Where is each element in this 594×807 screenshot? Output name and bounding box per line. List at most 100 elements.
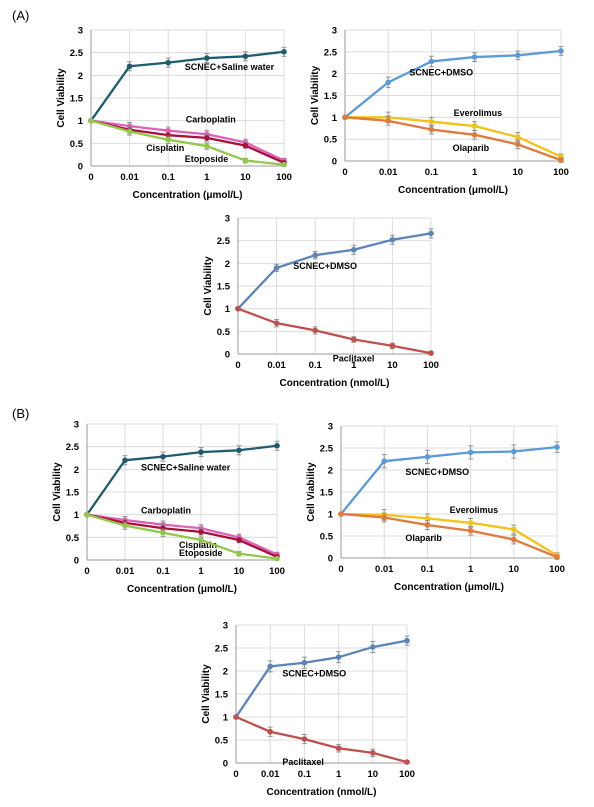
y-tick-label: 0.5 xyxy=(215,736,229,747)
series-label: Olaparib xyxy=(405,533,442,543)
y-tick-label: 2.5 xyxy=(324,47,338,58)
series-label: Etoposide xyxy=(185,154,229,164)
y-tick-label: 1 xyxy=(225,304,231,315)
x-tick-label: 1 xyxy=(468,564,474,575)
data-point xyxy=(233,714,239,720)
x-tick-label: 1 xyxy=(351,360,357,371)
y-tick-label: 2.5 xyxy=(70,48,84,59)
x-tick-label: 100 xyxy=(269,566,285,577)
data-point xyxy=(511,448,517,455)
x-tick-label: 100 xyxy=(276,172,292,183)
y-axis-label: Cell Viability xyxy=(56,68,67,128)
x-tick-label: 10 xyxy=(387,360,398,371)
data-point xyxy=(351,246,357,253)
data-point xyxy=(273,265,280,271)
data-point xyxy=(165,59,171,66)
data-point xyxy=(160,525,166,532)
x-tick-label: 100 xyxy=(549,564,565,575)
data-point xyxy=(281,48,287,55)
series-olaparib: Olaparib xyxy=(342,114,564,163)
y-tick-label: 2.5 xyxy=(217,236,231,247)
x-tick-label: 1 xyxy=(204,172,210,183)
y-tick-label: 0 xyxy=(78,162,83,173)
series-line xyxy=(86,444,278,516)
y-tick-label: 2 xyxy=(74,465,79,476)
series-label: Paclitaxel xyxy=(282,757,324,767)
y-tick-label: 3 xyxy=(74,420,79,431)
x-axis-label: Concentration (nmol/L) xyxy=(267,787,377,798)
data-point xyxy=(424,515,431,522)
x-tick-label: 1 xyxy=(472,167,478,178)
y-tick-label: 3 xyxy=(332,26,337,37)
x-tick-label: 0.1 xyxy=(156,566,170,577)
x-tick-label: 100 xyxy=(553,167,569,178)
series-label: SCNEC+DMSO xyxy=(282,669,346,679)
y-axis-label: Cell Viability xyxy=(306,462,317,522)
x-tick-label: 10 xyxy=(513,167,524,178)
data-point xyxy=(467,520,474,526)
series-line xyxy=(90,119,285,166)
data-point xyxy=(267,728,274,735)
data-point xyxy=(424,522,431,528)
x-tick-label: 0.01 xyxy=(120,172,139,183)
y-tick-label: 0 xyxy=(332,157,337,168)
x-tick-label: 1 xyxy=(336,769,342,780)
data-point xyxy=(515,52,521,59)
data-point xyxy=(273,320,280,326)
x-tick-label: 0 xyxy=(342,167,347,178)
chart-4: 0 0.5 1 1.5 2 2.5 3 0 0.01 0.1 1 10 100 Concentration… xyxy=(52,420,285,596)
series-label: Etoposide xyxy=(179,548,223,558)
y-tick-label: 1.5 xyxy=(320,488,334,499)
y-tick-label: 1.5 xyxy=(215,690,229,701)
y-tick-label: 0.5 xyxy=(320,532,334,543)
series-line xyxy=(237,307,432,355)
series-scnec-dmso: SCNEC+DMSO xyxy=(342,46,564,121)
x-tick-label: 0.01 xyxy=(379,167,398,178)
y-tick-label: 2 xyxy=(78,71,83,82)
series-label: SCNEC+DMSO xyxy=(409,67,473,77)
data-point xyxy=(198,529,204,535)
data-point xyxy=(122,457,128,464)
series-line xyxy=(90,119,285,164)
data-point xyxy=(404,637,410,644)
data-point xyxy=(160,530,166,536)
data-point xyxy=(558,48,564,54)
x-tick-label: 0 xyxy=(235,360,240,371)
x-tick-label: 10 xyxy=(234,566,245,577)
y-tick-label: 1 xyxy=(332,113,338,124)
x-tick-label: 0.01 xyxy=(116,566,135,577)
series-line xyxy=(86,513,278,558)
data-point xyxy=(126,128,133,135)
series-line xyxy=(340,445,558,515)
data-point xyxy=(88,117,94,124)
series-paclitaxel: Paclitaxel xyxy=(235,305,434,363)
y-tick-label: 1.5 xyxy=(217,282,231,293)
y-tick-label: 0 xyxy=(223,759,228,770)
data-point xyxy=(428,118,435,125)
data-point xyxy=(385,118,392,124)
series-scnec-saline-water: SCNEC+Saline water xyxy=(88,46,287,124)
x-axis-label: Concentration (μmol/L) xyxy=(127,584,237,595)
y-tick-label: 2 xyxy=(225,259,230,270)
series-scnec-dmso: SCNEC+DMSO xyxy=(338,441,560,517)
x-axis-label: Concentration (μmol/L) xyxy=(398,185,508,196)
y-tick-label: 2.5 xyxy=(66,442,80,453)
y-tick-label: 0.5 xyxy=(70,139,84,150)
y-tick-label: 2 xyxy=(332,69,337,80)
y-axis-label: Cell Viability xyxy=(52,462,63,522)
series-label: Everolimus xyxy=(454,108,503,118)
x-tick-label: 0.01 xyxy=(267,360,286,371)
x-tick-label: 0.1 xyxy=(162,172,176,183)
series-etoposide: Etoposide xyxy=(88,117,287,168)
panel-label-a: (A) xyxy=(12,8,29,23)
series-scnec-dmso: SCNEC+DMSO xyxy=(235,228,434,312)
data-point xyxy=(204,135,210,141)
data-point xyxy=(335,745,342,752)
y-tick-label: 1.5 xyxy=(66,488,80,499)
series-line xyxy=(90,119,285,162)
x-tick-label: 0.1 xyxy=(298,769,312,780)
series-line xyxy=(345,116,562,158)
data-point xyxy=(335,654,342,660)
y-axis-label: Cell Viability xyxy=(310,65,321,125)
chart-6: 0 0.5 1 1.5 2 2.5 3 0 0.01 0.1 1 10 100 Concentration… xyxy=(201,621,415,799)
